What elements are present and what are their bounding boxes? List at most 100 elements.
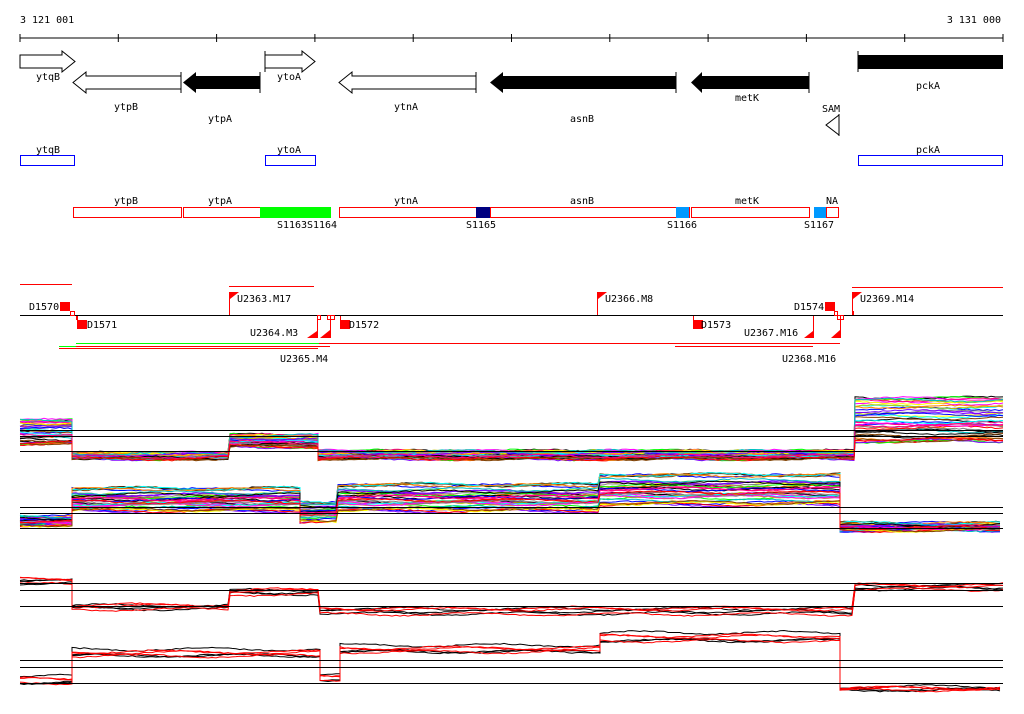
blue-track: ytqB ytoA pckA xyxy=(20,145,1003,166)
gene-label-SAM: SAM xyxy=(822,104,840,115)
operon-track: ytpB ytpA ytnA asnB metK NA S1163 S1164 … xyxy=(73,196,839,231)
promoter-U2365[interactable]: U2365.M4 xyxy=(280,315,335,366)
terminator-D1571[interactable]: D1571 xyxy=(76,316,117,331)
panel-3-series-line xyxy=(19,581,1004,617)
operon-box-ytnA[interactable] xyxy=(339,207,490,218)
panel-2-series-line xyxy=(19,490,1001,531)
blue-box-ytqB[interactable] xyxy=(20,155,75,166)
operon-box-NA[interactable] xyxy=(826,207,839,218)
blue-box-ytoA[interactable] xyxy=(265,155,316,166)
gene-ytoA-arrow[interactable] xyxy=(264,49,316,74)
panel-2-series-line xyxy=(19,487,1001,530)
site-label-S1163: S1163 xyxy=(277,220,307,231)
gene-ytpB-arrow[interactable] xyxy=(72,70,182,95)
panel-2-series-line xyxy=(19,472,1001,526)
terminator-D1574[interactable]: D1574 xyxy=(794,302,838,316)
operon-box-ytpA[interactable] xyxy=(183,207,261,218)
operon-label-ytpB: ytpB xyxy=(114,196,138,207)
site-label-S1167: S1167 xyxy=(804,220,834,231)
gene-asnB-arrow[interactable] xyxy=(490,72,676,93)
gene-label-pckA: pckA xyxy=(916,81,940,92)
panel-4-series-line xyxy=(19,638,1001,693)
blue-box-pckA[interactable] xyxy=(858,155,1003,166)
promoter-U2363[interactable]: U2363.M17 xyxy=(229,292,292,315)
panel-3-series-line xyxy=(19,581,1004,616)
operon-box-asnB[interactable] xyxy=(490,207,690,218)
panel-4-series-line xyxy=(20,634,1001,691)
feature-label-U2363: U2363.M17 xyxy=(237,294,291,305)
site-S1166-block[interactable] xyxy=(676,207,689,218)
promoter-U2368[interactable]: U2368.M16 xyxy=(782,315,844,366)
gene-ytqB-arrow[interactable] xyxy=(19,49,76,74)
site-label-S1165: S1165 xyxy=(466,220,496,231)
blue-label-ytoA: ytoA xyxy=(277,145,301,156)
gene-label-asnB: asnB xyxy=(570,114,594,125)
operon-label-NA: NA xyxy=(826,196,838,207)
panel-1-series-line xyxy=(19,437,1003,462)
promoter-U2366[interactable]: U2366.M8 xyxy=(597,292,654,315)
site-S1163-S1164-block[interactable] xyxy=(260,207,331,218)
panel-1-series-line xyxy=(20,437,1004,462)
expression-profiles xyxy=(19,395,1004,693)
promoter-U2367[interactable]: U2367.M16 xyxy=(744,316,814,339)
panel-4-series-line xyxy=(19,629,1001,690)
ruler-ticks xyxy=(19,34,1004,42)
operon-label-ytpA: ytpA xyxy=(208,196,232,207)
feature-label-D1574: D1574 xyxy=(794,302,824,313)
ruler-end-label: 3 131 000 xyxy=(947,15,1001,26)
sam-riboswitch-icon[interactable] xyxy=(825,113,840,137)
gene-metK-arrow[interactable] xyxy=(691,72,809,93)
panel-2-series-line xyxy=(19,491,1001,531)
promoter-U2369[interactable]: U2369.M14 xyxy=(852,292,914,315)
feature-label-D1573: D1573 xyxy=(701,320,731,331)
operon-label-metK: metK xyxy=(735,196,759,207)
feature-label-D1572: D1572 xyxy=(349,320,379,331)
coordinate-ruler: 3 121 001 3 131 000 xyxy=(19,15,1004,42)
feature-label-U2364: U2364.M3 xyxy=(250,328,298,339)
gene-ytpA-arrow[interactable] xyxy=(183,72,260,93)
feature-label-U2365: U2365.M4 xyxy=(280,354,328,365)
gene-label-ytnA: ytnA xyxy=(394,102,418,113)
blue-label-ytqB: ytqB xyxy=(36,145,60,156)
panel-2-series-line xyxy=(19,473,1001,526)
terminator-D1570[interactable]: D1570 xyxy=(29,302,75,316)
gene-pckA-bar[interactable] xyxy=(858,55,1003,69)
site-label-S1164: S1164 xyxy=(307,220,337,231)
gene-label-ytqB: ytqB xyxy=(36,72,60,83)
feature-label-D1570: D1570 xyxy=(29,302,59,313)
panel-2-series-line xyxy=(19,480,1001,528)
feature-label-U2368: U2368.M16 xyxy=(782,354,836,365)
site-S1167-block[interactable] xyxy=(814,207,826,218)
panel-2-series-line xyxy=(19,483,1001,529)
panel-3-profile xyxy=(19,576,1004,617)
panel-2-series-line xyxy=(19,499,1001,533)
panel-2-series-line xyxy=(19,477,1000,527)
gene-track: ytqB ytoA pckA ytpB ytpA ytnA asnB metK … xyxy=(19,49,1003,137)
operon-box-ytpB[interactable] xyxy=(73,207,182,218)
site-label-S1166: S1166 xyxy=(667,220,697,231)
terminator-D1572[interactable]: D1572 xyxy=(340,316,379,331)
operon-box-metK[interactable] xyxy=(691,207,810,218)
panel-4-profile xyxy=(19,629,1003,693)
operon-label-ytnA: ytnA xyxy=(394,196,418,207)
blue-label-pckA: pckA xyxy=(916,145,940,156)
feature-label-U2367: U2367.M16 xyxy=(744,328,798,339)
regulatory-feature-track: D1570 D1571 U2363.M17 U2364.M3 U2365.M4 xyxy=(20,284,1003,366)
ruler-start-label: 3 121 001 xyxy=(20,15,74,26)
gene-label-ytpB: ytpB xyxy=(114,102,138,113)
site-S1165-block[interactable] xyxy=(476,207,490,218)
panel-1-series-line xyxy=(19,409,1004,458)
panel-2-series-line xyxy=(19,494,1001,532)
panel-3-series-line xyxy=(19,576,1004,611)
gene-ytnA-arrow[interactable] xyxy=(338,70,477,95)
terminator-D1573[interactable]: D1573 xyxy=(693,316,731,331)
gene-label-metK: metK xyxy=(735,93,759,104)
feature-label-U2369: U2369.M14 xyxy=(860,294,914,305)
panel-1-series-line xyxy=(19,398,1004,456)
feature-label-D1571: D1571 xyxy=(87,320,117,331)
panel-2-profile xyxy=(19,472,1003,534)
panel-2-series-line xyxy=(19,480,1001,528)
promoter-U2364[interactable]: U2364.M3 xyxy=(250,315,321,340)
